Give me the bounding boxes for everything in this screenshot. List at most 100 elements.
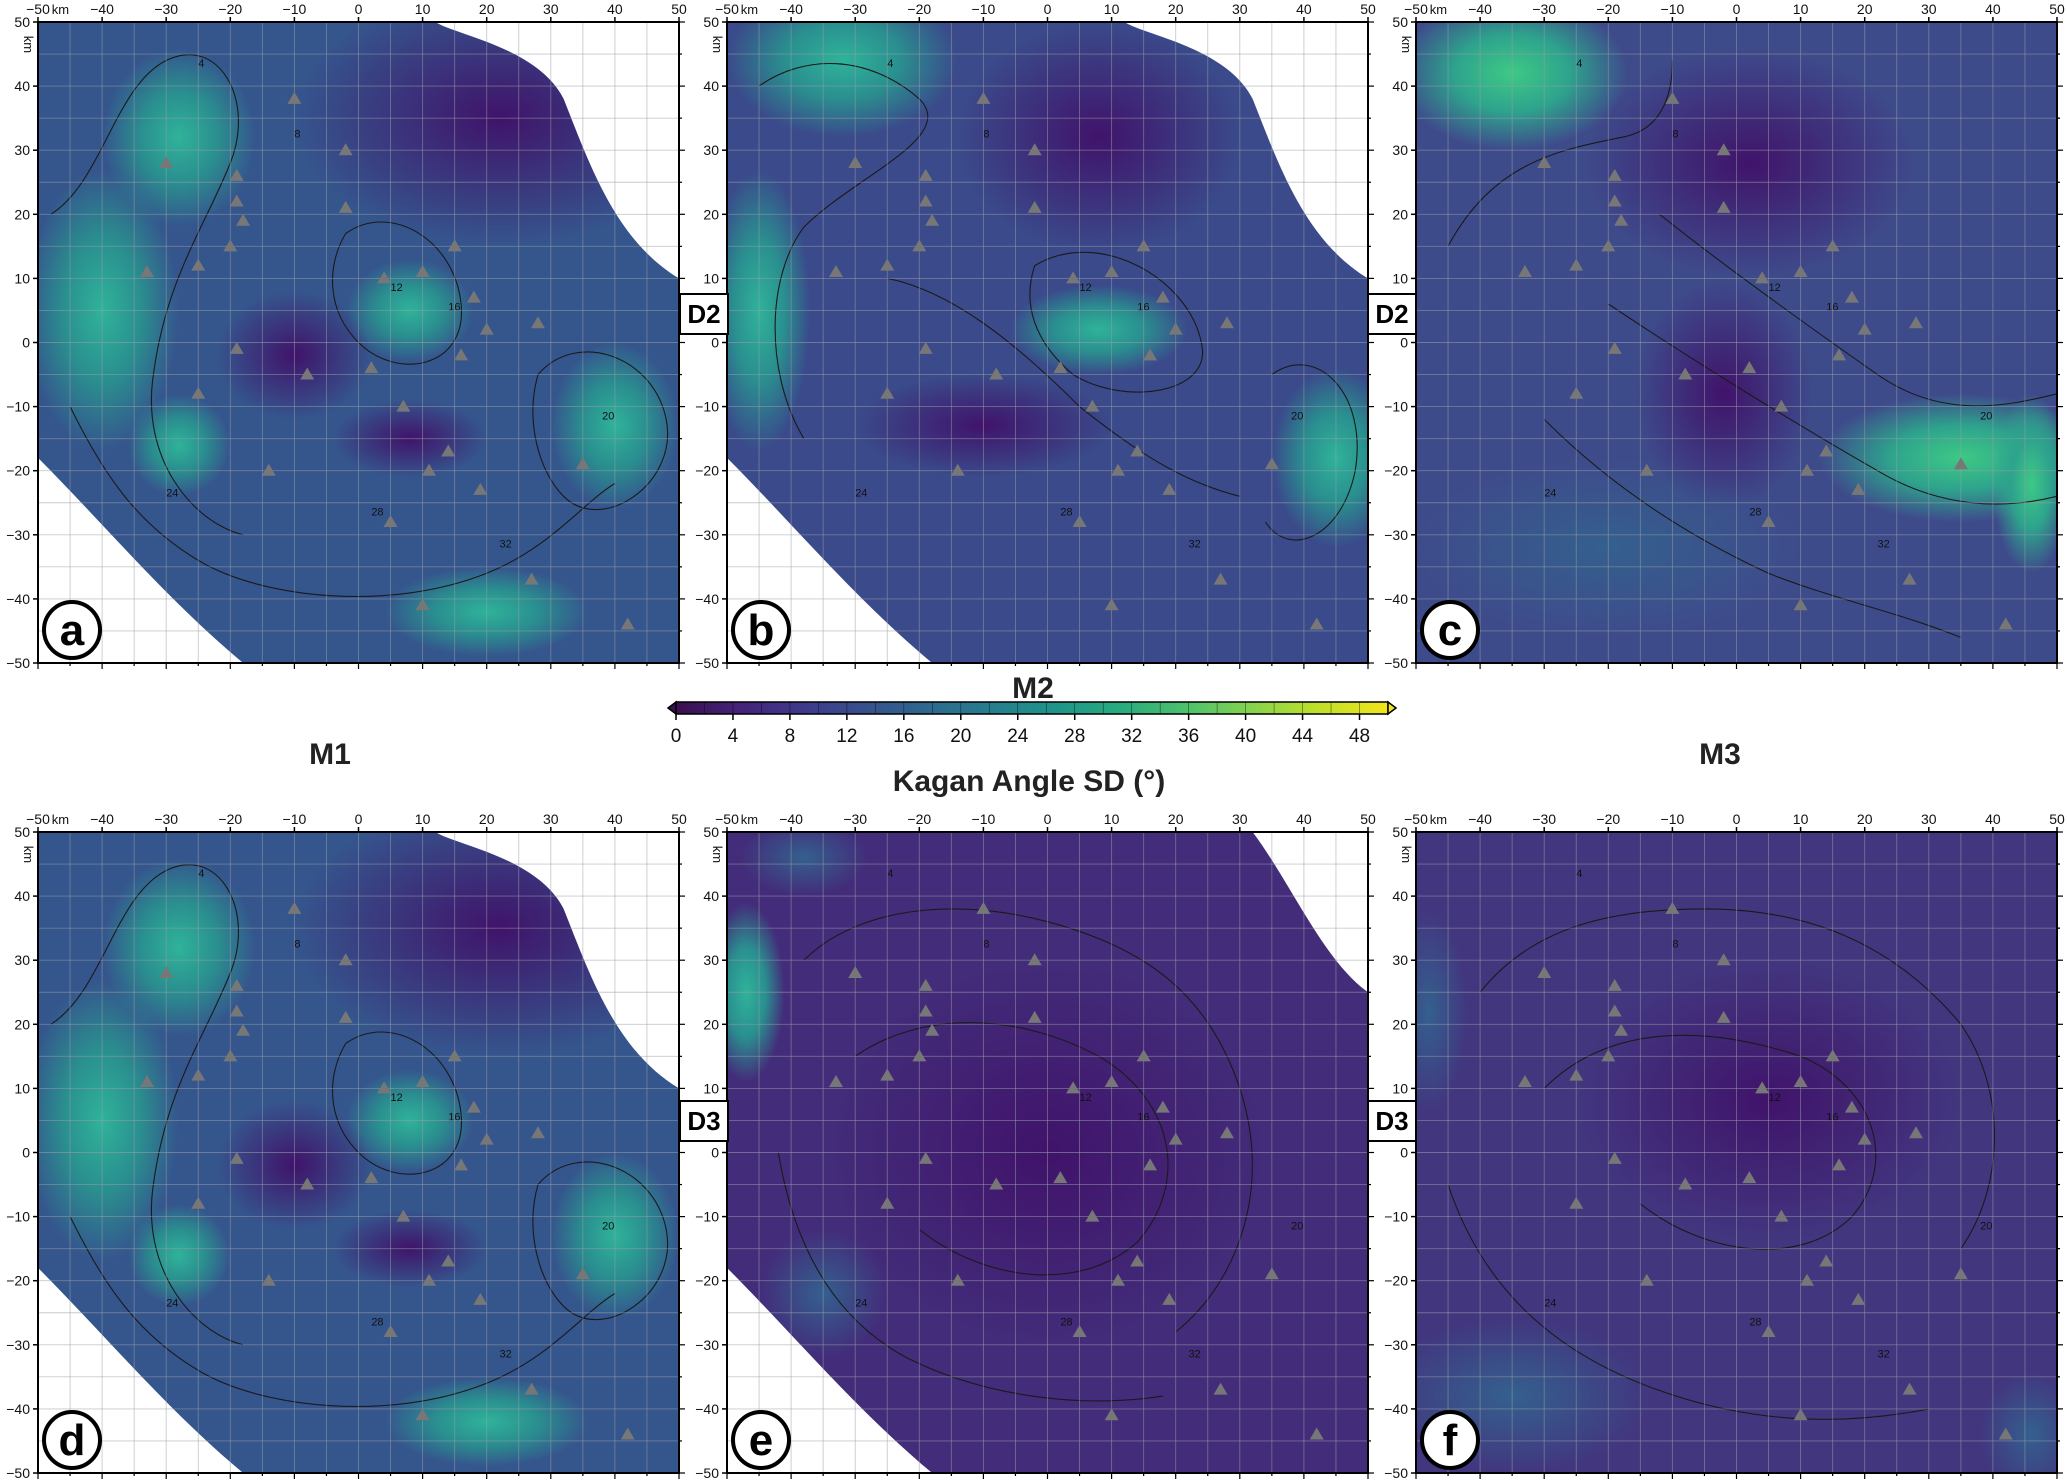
y-tick-label: 10: [1392, 1080, 1408, 1096]
x-tick-label: −10: [972, 811, 996, 827]
station-marker: [1998, 1427, 2013, 1440]
station-marker: [848, 966, 863, 979]
station-marker: [383, 514, 398, 527]
contour-line: [1607, 303, 2057, 505]
station-marker: [1908, 316, 1923, 329]
station-marker: [1027, 953, 1042, 966]
x-tick-label: −50: [26, 1, 50, 17]
station-marker: [1665, 91, 1680, 104]
y-tick-label: 0: [711, 1145, 719, 1161]
station-marker: [918, 194, 933, 207]
y-tick-label: 0: [1400, 1145, 1408, 1161]
contour-line: [332, 1031, 462, 1175]
station-marker: [530, 316, 545, 329]
station-marker: [848, 156, 863, 169]
station-marker: [950, 463, 965, 476]
station-marker: [1104, 1074, 1119, 1087]
station-marker: [1678, 1177, 1693, 1190]
high-sd-zone: [127, 393, 231, 497]
station-marker: [1607, 194, 1622, 207]
station-marker: [191, 1196, 206, 1209]
contour-label: 12: [1769, 1092, 1781, 1104]
panel-letter-a: a: [42, 600, 102, 660]
panel-letter-d: d: [42, 1410, 102, 1470]
station-marker: [918, 978, 933, 991]
y-tick-label: −20: [6, 463, 30, 479]
station-marker: [1569, 1068, 1584, 1081]
y-tick-label: −40: [1384, 1401, 1408, 1417]
y-tick-label: −30: [695, 1337, 719, 1353]
station-marker: [300, 1177, 315, 1190]
station-marker: [338, 953, 353, 966]
contour-label: 28: [1749, 1317, 1761, 1329]
station-marker: [1716, 953, 1731, 966]
station-marker: [828, 264, 843, 277]
station-marker: [575, 1267, 590, 1280]
x-tick-label: −30: [154, 811, 178, 827]
station-marker: [1908, 1126, 1923, 1139]
y-unit-label: km: [21, 846, 36, 863]
colorbar-high-arrow: [1387, 700, 1398, 716]
panel-letter-text: b: [748, 606, 775, 655]
mid-sd-zone: [1980, 1370, 2057, 1473]
station-marker: [1716, 143, 1731, 156]
x-tick-label: 0: [355, 1, 363, 17]
panel-letter-badge: [731, 1410, 791, 1470]
station-marker: [1162, 482, 1177, 495]
colorbar-tick-label: 48: [1349, 726, 1370, 747]
x-tick-label: −20: [218, 811, 242, 827]
contour-label: 24: [1544, 487, 1556, 499]
station-marker: [466, 1100, 481, 1113]
station-marker: [1517, 1074, 1532, 1087]
station-marker: [447, 1049, 462, 1062]
contour-label: 32: [500, 1349, 512, 1361]
station-marker: [338, 1010, 353, 1023]
station-marker: [1716, 1010, 1731, 1023]
y-tick-label: 20: [1392, 206, 1408, 222]
station-marker: [1742, 1171, 1757, 1184]
y-tick-label: −10: [695, 399, 719, 415]
station-marker: [1614, 213, 1629, 226]
y-unit-label: km: [21, 36, 36, 53]
x-tick-label: 20: [1168, 1, 1184, 17]
y-tick-label: 40: [703, 888, 719, 904]
station-marker: [1085, 399, 1100, 412]
station-marker: [377, 1081, 392, 1094]
station-marker: [1517, 264, 1532, 277]
station-marker: [989, 367, 1004, 380]
x-tick-label: 10: [415, 1, 431, 17]
station-marker: [1755, 1081, 1770, 1094]
x-unit-label: km: [52, 812, 69, 827]
colorbar-tick-label: 28: [1064, 726, 1085, 747]
x-tick-label: 40: [607, 1, 623, 17]
station-marker: [1104, 264, 1119, 277]
y-tick-label: 0: [1400, 335, 1408, 351]
station-marker: [1742, 361, 1757, 374]
y-tick-label: 0: [711, 335, 719, 351]
x-tick-label: 10: [415, 811, 431, 827]
x-tick-label: −50: [1404, 1, 1428, 17]
contour-label: 4: [1576, 58, 1582, 70]
station-marker: [989, 1177, 1004, 1190]
x-unit-label: km: [741, 812, 758, 827]
contour-line: [803, 908, 1253, 1333]
x-tick-label: −10: [1661, 1, 1685, 17]
x-tick-label: −40: [1468, 1, 1492, 17]
station-marker: [1755, 271, 1770, 284]
station-marker: [1601, 1049, 1616, 1062]
contour-label: 4: [198, 58, 204, 70]
station-marker: [261, 463, 276, 476]
x-tick-label: −30: [154, 1, 178, 17]
station-marker: [1155, 1100, 1170, 1113]
x-tick-label: 50: [1360, 811, 1376, 827]
station-marker: [236, 1023, 251, 1036]
colorbar-tick-label: 16: [893, 726, 914, 747]
contour-label: 8: [294, 128, 300, 140]
station-marker: [1819, 1254, 1834, 1267]
station-marker: [950, 1273, 965, 1286]
y-tick-label: 50: [703, 824, 719, 840]
